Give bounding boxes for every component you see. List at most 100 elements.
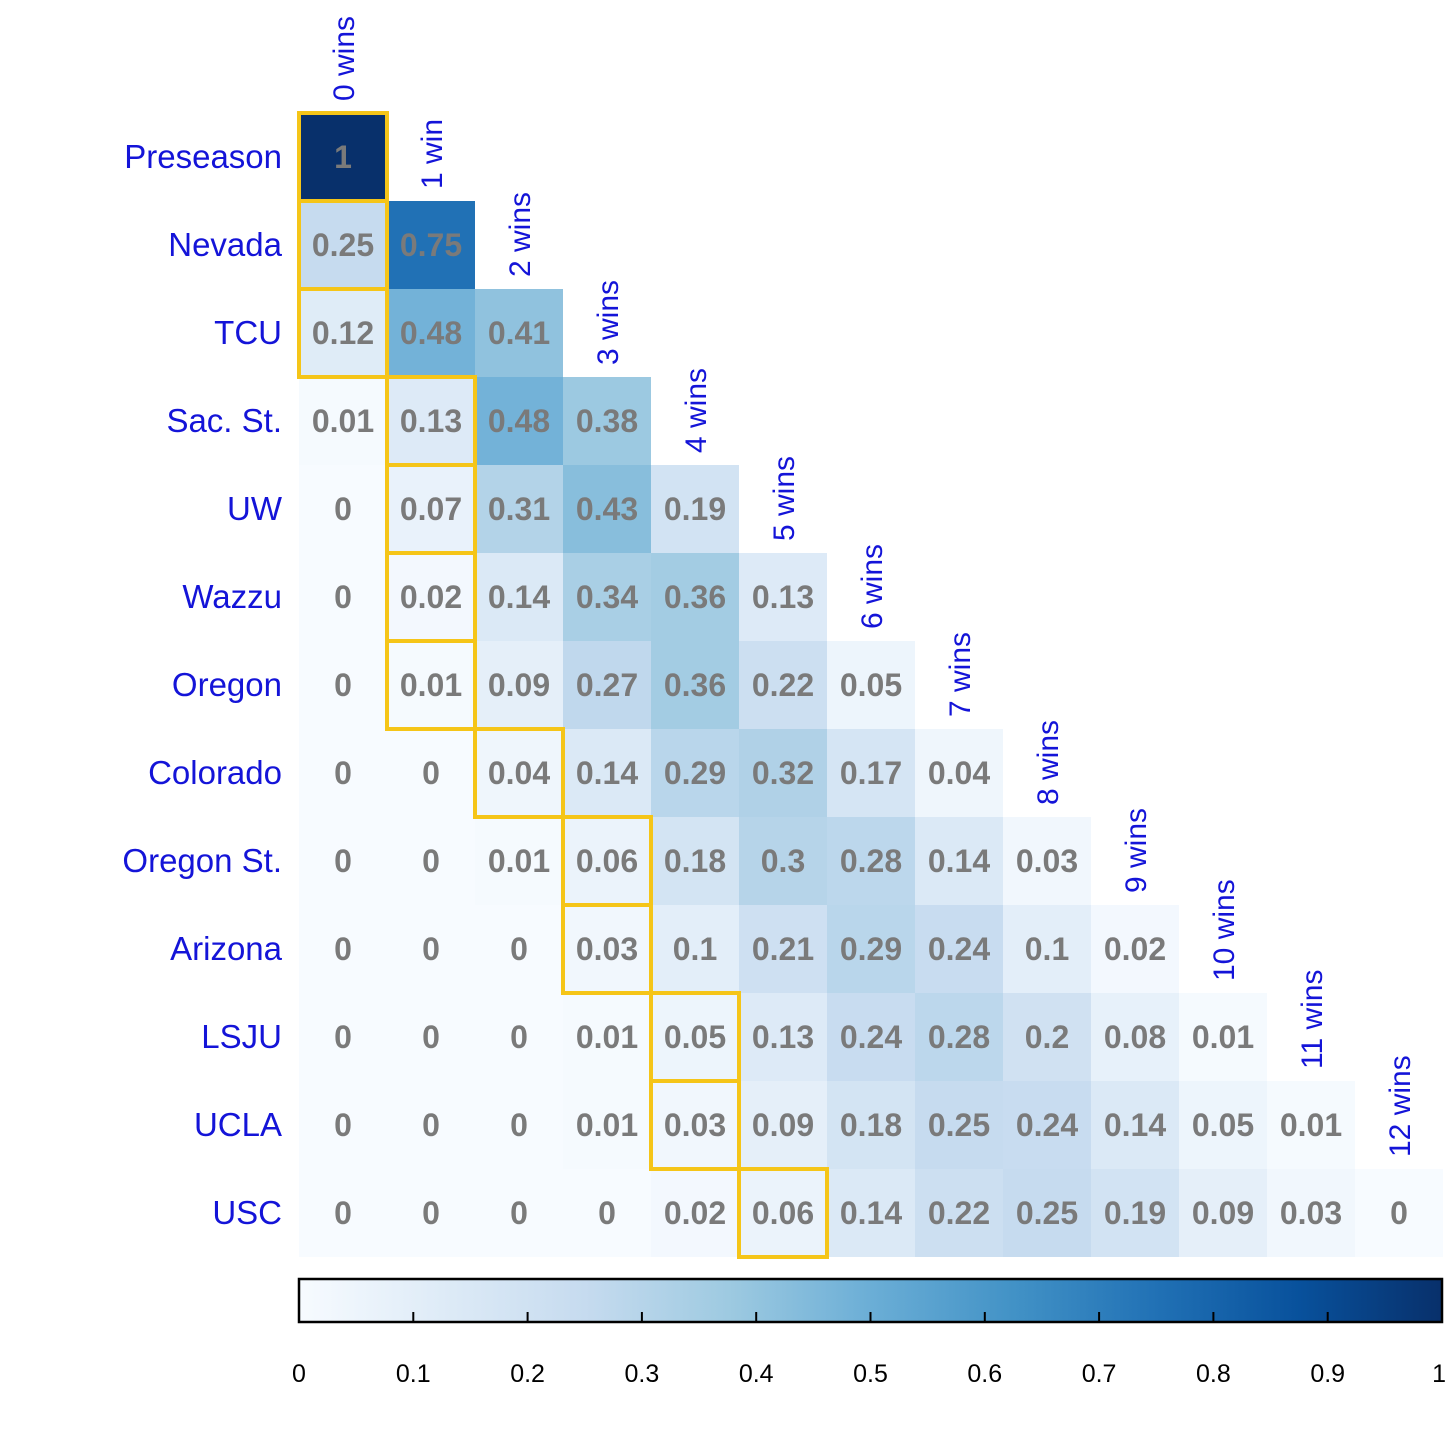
row-label: UW: [227, 490, 283, 527]
column-label: 8 wins: [1032, 720, 1065, 805]
heatmap-cell: [739, 729, 827, 817]
heatmap-cell: [827, 641, 915, 729]
heatmap-cell: [915, 1081, 1003, 1169]
heatmap-cell: [651, 1169, 739, 1257]
heatmap-cell: [1179, 1169, 1267, 1257]
heatmap-cell: [387, 905, 475, 993]
cell-value-label: 0: [598, 1195, 616, 1231]
cell-value-label: 0.19: [664, 491, 726, 527]
cell-value-label: 0.09: [1192, 1195, 1254, 1231]
heatmap-cell: [387, 1169, 475, 1257]
cell-value-label: 0.13: [400, 403, 462, 439]
cell-value-label: 0.32: [752, 755, 814, 791]
cell-value-label: 0.08: [1104, 1019, 1166, 1055]
heatmap-cell: [1003, 993, 1091, 1081]
heatmap-cell: [1091, 1169, 1179, 1257]
heatmap-cell: [1091, 993, 1179, 1081]
heatmap-cell: [827, 1081, 915, 1169]
row-label: LSJU: [201, 1018, 282, 1055]
cell-value-label: 0.24: [928, 931, 990, 967]
heatmap-cell: [563, 905, 651, 993]
cell-value-label: 0.3: [761, 843, 805, 879]
heatmap-cell: [563, 993, 651, 1081]
highlight-box: [561, 903, 653, 995]
row-label: Preseason: [124, 138, 282, 175]
heatmap-cells: 1 0.25 0.75 0.12 0.48 0.41 0.01 0.13 0.48 0.38 0 0.…: [299, 113, 1443, 1257]
heatmap-cell: [563, 817, 651, 905]
cell-value-label: 0.02: [400, 579, 462, 615]
cell-value-label: 0.02: [664, 1195, 726, 1231]
cell-value-label: 0.18: [840, 1107, 902, 1143]
cell-value-label: 0: [422, 755, 440, 791]
column-label: 4 wins: [680, 368, 713, 453]
heatmap-cell: [827, 993, 915, 1081]
column-label: 7 wins: [944, 632, 977, 717]
highlight-box: [737, 1167, 829, 1259]
heatmap-cell: [475, 289, 563, 377]
colorbar-tick-label: 0: [292, 1360, 306, 1388]
heatmap-cell: [739, 1081, 827, 1169]
heatmap-cell: [651, 465, 739, 553]
highlight-box: [473, 727, 565, 819]
cell-value-label: 0.27: [576, 667, 638, 703]
row-label: Sac. St.: [166, 402, 282, 439]
column-label: 1 win: [416, 119, 449, 189]
cell-value-label: 0: [334, 579, 352, 615]
heatmap-cell: [739, 817, 827, 905]
heatmap-cell: [299, 993, 387, 1081]
cell-value-label: 0.28: [840, 843, 902, 879]
colorbar-tick-label: 0.6: [967, 1360, 1002, 1388]
cell-value-label: 0.05: [840, 667, 902, 703]
heatmap-cell: [475, 377, 563, 465]
cell-value-label: 0.43: [576, 491, 638, 527]
heatmap-cell: [1179, 1081, 1267, 1169]
cell-value-label: 0.06: [576, 843, 638, 879]
cell-value-label: 0: [334, 843, 352, 879]
heatmap-cell: [475, 1081, 563, 1169]
heatmap-cell: [563, 377, 651, 465]
cell-value-label: 0.07: [400, 491, 462, 527]
heatmap-cell: [475, 729, 563, 817]
cell-value-label: 0.01: [312, 403, 374, 439]
cell-value-label: 0.09: [488, 667, 550, 703]
heatmap-cell: [563, 641, 651, 729]
cell-value-label: 0.14: [488, 579, 550, 615]
row-label: USC: [212, 1194, 282, 1231]
cell-value-label: 0.03: [1280, 1195, 1342, 1231]
cell-value-label: 0.13: [752, 579, 814, 615]
heatmap-cell: [387, 465, 475, 553]
heatmap-cell: [827, 729, 915, 817]
cell-value-label: 0.31: [488, 491, 550, 527]
heatmap-cell: [475, 905, 563, 993]
cell-value-label: 0: [422, 843, 440, 879]
cell-value-label: 0.2: [1025, 1019, 1069, 1055]
cell-value-label: 0.1: [673, 931, 717, 967]
cell-value-label: 1: [334, 139, 352, 175]
cell-value-label: 0.29: [840, 931, 902, 967]
column-label: 2 wins: [504, 192, 537, 277]
cell-value-label: 0.17: [840, 755, 902, 791]
heatmap-cell: [299, 465, 387, 553]
heatmap-cell: [915, 1169, 1003, 1257]
colorbar: 0 0.1 0.2 0.3 0.4 0.5 0.6 0.7 0.8 0.9 1: [292, 1277, 1446, 1388]
row-label: TCU: [214, 314, 282, 351]
cell-value-label: 0.14: [928, 843, 990, 879]
cell-value-label: 0: [510, 1107, 528, 1143]
heatmap-cell: [1003, 1081, 1091, 1169]
heatmap-cell: [563, 1169, 651, 1257]
heatmap-cell: [475, 993, 563, 1081]
heatmap-cell: [915, 817, 1003, 905]
cell-value-label: 0.19: [1104, 1195, 1166, 1231]
cell-value-label: 0.12: [312, 315, 374, 351]
column-label: 0 wins: [328, 16, 361, 101]
cell-value-label: 0.03: [664, 1107, 726, 1143]
cell-value-label: 0.75: [400, 227, 462, 263]
cell-value-label: 0.04: [488, 755, 550, 791]
row-label: Nevada: [168, 226, 282, 263]
cell-value-label: 0.14: [1104, 1107, 1166, 1143]
heatmap-cell: [475, 465, 563, 553]
cell-value-label: 0.41: [488, 315, 550, 351]
heatmap-cell: [299, 113, 387, 201]
heatmap-cell: [387, 641, 475, 729]
heatmap-cell: [827, 817, 915, 905]
